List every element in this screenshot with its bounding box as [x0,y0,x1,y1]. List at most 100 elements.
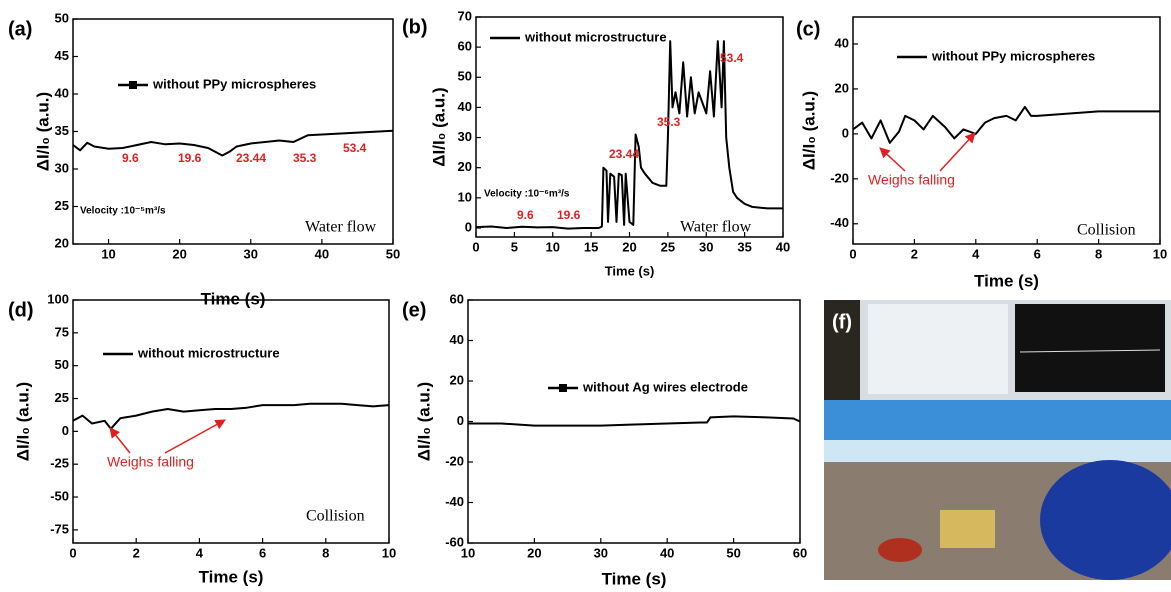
annotation: 53.4 [343,141,367,155]
annotation: 19.6 [178,151,202,165]
x-tick-label: 50 [386,246,400,261]
data-line [72,402,390,430]
y-tick-label: -50 [50,488,69,503]
y-tick-label: 20 [835,80,849,95]
x-axis-label: Time (s) [974,271,1039,290]
y-tick-label: 40 [55,85,69,100]
y-tick-label: -60 [445,534,464,549]
annotation-arrow [939,132,976,172]
panel-label: (a) [8,18,32,40]
panel-label: (e) [402,299,426,321]
chart: 10 20 30 40 50 60 -60 -40 -20 0 20 40 60 Time (s) ΔI/I… [402,291,807,588]
y-tick-label: 0 [457,413,464,428]
panel-label: (c) [796,18,820,40]
legend-label: without microstructure [524,29,667,44]
note: Velocity :10⁻⁶m³/s [484,189,570,200]
data-line [72,129,394,157]
x-tick-label: 6 [1034,246,1041,261]
annotation: 19.6 [557,208,581,222]
annotation: 9.6 [517,208,534,222]
x-tick-label: 10 [461,545,475,560]
taskbar [824,440,1171,462]
note: Collision [306,508,365,525]
x-tick-label: 20 [622,239,636,254]
annotation: Weighs falling [107,454,194,470]
annotation: 35.3 [657,115,681,129]
x-tick-label: 40 [660,545,674,560]
y-tick-label: -25 [50,456,69,471]
legend-label: without PPy microspheres [152,76,316,91]
chart: 0 2 4 6 8 10 -40 -20 0 20 40 Time (s) ΔI/I₀ (a.u.) (c… [796,16,1167,290]
y-tick-label: 70 [458,8,472,23]
annotation: 23.44 [236,151,266,165]
y-tick-label: 40 [458,99,472,114]
y-tick-label: 100 [47,291,69,306]
x-tick-label: 10 [101,246,115,261]
legend-label: without microstructure [137,345,280,360]
y-axis-label: ΔI/I₀ (a.u.) [429,87,448,166]
x-tick-label: 10 [382,545,396,560]
y-tick-label: -40 [445,494,464,509]
x-tick-label: 0 [69,545,76,560]
y-axis-label: ΔI/I₀ (a.u.) [414,382,433,461]
y-tick-label: 20 [55,235,69,250]
annotation: 53.4 [720,51,744,65]
panel-label: (d) [8,299,34,321]
sensor [940,510,995,548]
plot-frame [852,16,1161,245]
glove [1040,460,1171,580]
y-axis-label: ΔI/I₀ (a.u.) [13,382,32,461]
x-tick-label: 8 [1095,246,1102,261]
y-axis-label: ΔI/I₀ (a.u.) [799,91,818,170]
x-axis-label: Time (s) [199,567,264,586]
note: Collision [1077,222,1136,239]
y-tick-label: 35 [55,123,69,138]
plot-frame [72,299,390,544]
y-tick-label: 40 [835,35,849,50]
x-tick-label: 40 [776,239,790,254]
x-tick-label: 20 [527,545,541,560]
weight [878,538,922,562]
window-table [868,304,1008,394]
x-tick-label: 30 [594,545,608,560]
x-tick-label: 2 [133,545,140,560]
legend-label: without Ag wires electrode [582,379,748,394]
x-tick-label: 10 [546,239,560,254]
x-tick-label: 0 [849,246,856,261]
y-tick-label: -20 [445,453,464,468]
x-tick-label: 8 [322,545,329,560]
legend-marker [559,384,567,392]
annotation-arrow [879,147,906,172]
x-tick-label: 35 [737,239,751,254]
y-tick-label: 25 [55,390,69,405]
annotation: Weighs falling [868,172,955,188]
note: Velocity :10⁻⁵m³/s [80,206,166,217]
legend-marker [129,81,137,89]
x-tick-label: 2 [911,246,918,261]
y-tick-label: 50 [55,357,69,372]
y-tick-label: 20 [450,372,464,387]
y-tick-label: 30 [55,160,69,175]
data-line [475,40,783,230]
y-tick-label: 45 [55,48,69,63]
chart: 0 5 10 15 20 25 30 35 40 0 10 20 30 40 50 60 70 Time (s) Δ… [402,8,790,278]
annotation: 23.44 [609,147,639,161]
annotation-arrow [109,427,131,454]
y-tick-label: 20 [458,159,472,174]
y-tick-label: 50 [458,69,472,84]
chart: 10 20 30 40 50 20 25 30 35 40 45 50 Time (s) ΔI/I₀ (a… [8,10,400,308]
x-tick-label: 40 [315,246,329,261]
x-tick-label: 0 [472,239,479,254]
x-tick-label: 25 [661,239,675,254]
panel-label: (b) [402,16,428,38]
x-tick-label: 20 [172,246,186,261]
x-tick-label: 4 [196,545,204,560]
panel-label: (f) [832,311,852,333]
window-plot [1015,304,1165,392]
desktop [824,400,1171,440]
y-tick-label: 50 [55,10,69,25]
y-tick-label: 10 [458,189,472,204]
annotation-arrow [164,419,226,454]
chart: 0 2 4 6 8 10 -75 -50 -25 0 25 50 75 100 Time (s) ΔI/I₀ … [8,291,396,586]
